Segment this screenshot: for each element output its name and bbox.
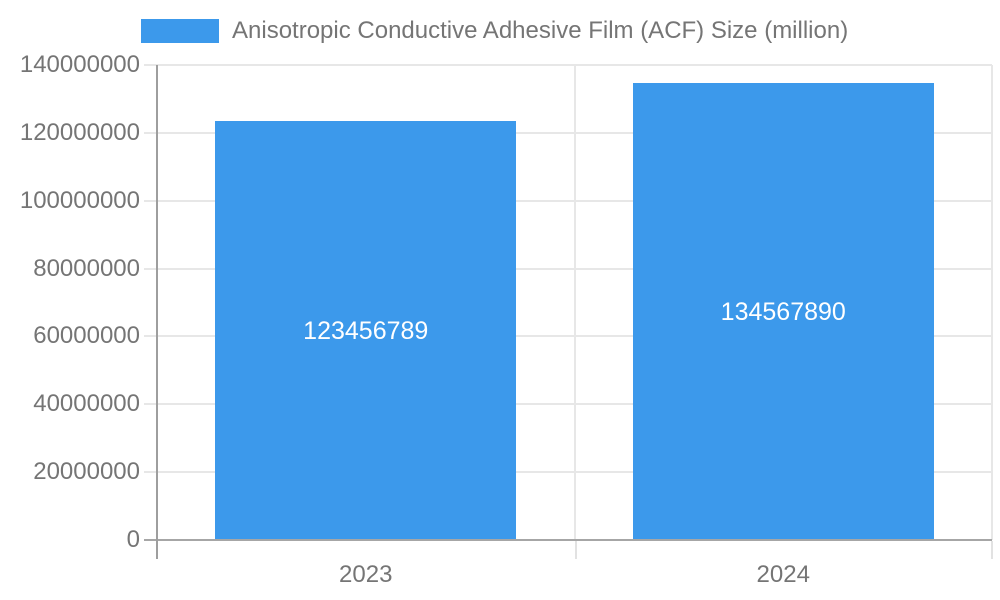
gridline — [144, 335, 992, 338]
y-tick-label: 80000000 — [33, 254, 140, 282]
legend-swatch-icon — [141, 19, 219, 43]
gridline — [144, 267, 992, 270]
gridline — [144, 64, 992, 66]
gridline — [144, 199, 992, 202]
y-tick-label: 20000000 — [33, 458, 140, 486]
x-axis-line — [144, 539, 992, 541]
legend-label: Anisotropic Conductive Adhesive Film (AC… — [232, 17, 849, 44]
bar[interactable] — [632, 83, 934, 540]
bar[interactable] — [215, 121, 517, 540]
y-tick-label: 100000000 — [19, 186, 140, 214]
y-axis-line — [156, 65, 158, 559]
gridline — [144, 131, 992, 134]
gridline — [144, 471, 992, 474]
y-tick-label: 140000000 — [19, 51, 140, 78]
x-tick-label: 2023 — [339, 561, 393, 588]
category-divider-gridline — [574, 65, 576, 540]
y-tick-label: 40000000 — [33, 390, 140, 418]
y-tick-label: 0 — [126, 526, 140, 553]
gridline — [144, 403, 992, 406]
y-tick-label: 120000000 — [19, 118, 140, 146]
plot-right-border — [991, 65, 993, 540]
legend: Anisotropic Conductive Adhesive Film (AC… — [141, 19, 848, 43]
x-axis-tick — [991, 541, 993, 559]
bar-value-label: 134567890 — [720, 297, 846, 326]
x-tick-label: 2024 — [756, 561, 810, 588]
bar-value-label: 123456789 — [303, 316, 429, 345]
x-axis-tick — [575, 541, 577, 559]
y-tick-label: 60000000 — [33, 322, 140, 350]
